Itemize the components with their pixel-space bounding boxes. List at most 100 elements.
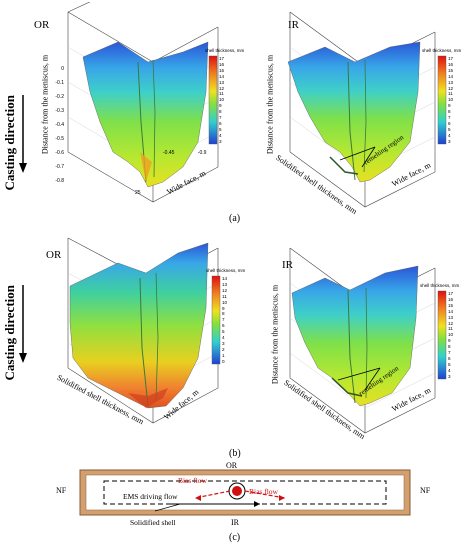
colorbar-ticks-b-ir: 17 16 15 14 13 12 11 10 9 8 7 6 5 4 3 — [448, 291, 453, 380]
colorbar-b-ir — [437, 290, 447, 380]
colorbar-tick: 4 — [448, 367, 451, 373]
colorbar-tick: 11 — [448, 91, 453, 97]
tick-z: -0.4 — [55, 122, 64, 128]
colorbar-tick: 4 — [448, 132, 451, 138]
ticks-z-a-or: 0 -0.1 -0.2 -0.3 -0.4 -0.5 -0.6 -0.7 -0.8 — [50, 62, 64, 188]
tick-z: -0.2 — [55, 94, 64, 100]
colorbar-tick: 15 — [448, 67, 454, 73]
colorbar-tick: 3 — [448, 373, 451, 379]
tick-z: -0.8 — [55, 178, 64, 184]
plot-b-or: OR — [46, 237, 219, 424]
colorbar-tick: 11 — [222, 293, 227, 299]
tick-z: -0.1 — [55, 80, 64, 86]
colorbar-tick: 0 — [222, 358, 225, 364]
colorbar-tick: 4 — [219, 132, 222, 138]
schematic-nf-right: NF — [420, 486, 431, 495]
colorbar-tick: 16 — [219, 61, 225, 67]
colorbar-tick: 5 — [219, 126, 222, 132]
colorbar-tick: 6 — [222, 323, 225, 329]
colorbar-tick: 3 — [222, 340, 225, 346]
colorbar-tick: 8 — [219, 109, 222, 115]
colorbar-tick: 7 — [219, 115, 222, 121]
colorbar-tick: 7 — [448, 115, 451, 121]
colorbar-title-b-or: shell thickness, mm — [206, 268, 246, 273]
axis-z-label-a-ir: Distance from the meniscus, m — [265, 54, 275, 155]
colorbar-tick: 12 — [448, 85, 454, 91]
colorbar-tick: 9 — [448, 338, 451, 344]
casting-arrow-b — [19, 285, 27, 363]
tick-y: -0.9 — [197, 150, 207, 156]
tick-y: -0.45 — [163, 150, 175, 156]
schematic-or: OR — [226, 461, 238, 470]
caption-b: (b) — [229, 448, 241, 459]
colorbar-tick: 13 — [448, 314, 454, 320]
colorbar-tick: 1 — [222, 352, 225, 358]
panel-label-a-ir: IR — [288, 19, 300, 31]
colorbar-tick: 11 — [219, 91, 224, 97]
schematic-ir: IR — [231, 518, 239, 527]
colorbar-a-ir — [437, 55, 447, 145]
shell-surface-b-or — [69, 242, 209, 409]
colorbar-tick: 16 — [448, 296, 454, 302]
colorbar-tick: 13 — [219, 79, 225, 85]
colorbar-tick: 6 — [448, 120, 451, 126]
colorbar-tick: 11 — [448, 326, 453, 332]
colorbar-title-b-ir: shell thickness, mm — [420, 283, 460, 288]
tick-z: -0.3 — [55, 108, 64, 114]
colorbar-tick: 14 — [222, 276, 228, 281]
colorbar-tick: 10 — [219, 97, 225, 103]
colorbar-tick: 13 — [222, 281, 228, 287]
tick-z: -0.7 — [55, 164, 64, 170]
shell-surface-a-ir — [287, 41, 421, 183]
colorbar-tick: 9 — [222, 305, 225, 311]
colorbar-tick: 5 — [448, 126, 451, 132]
colorbar-a-or — [208, 55, 218, 145]
tick-x: 25 — [135, 190, 141, 196]
ticks-y-a-or: -0.45 -0.9 — [163, 150, 223, 156]
colorbar-tick: 15 — [448, 302, 454, 308]
colorbar-tick: 5 — [448, 361, 451, 367]
colorbar-tick: 2 — [222, 346, 225, 352]
colorbar-tick: 17 — [448, 291, 454, 296]
shell-surface-a-or — [82, 41, 209, 188]
colorbar-ticks-a-or: 17 16 15 14 13 12 11 10 9 8 7 6 5 4 3 — [219, 56, 224, 145]
colorbar-tick: 17 — [448, 56, 454, 61]
colorbar-tick: 12 — [222, 287, 228, 293]
casting-direction-label-a: Casting direction — [2, 95, 17, 191]
colorbar-tick: 12 — [448, 320, 454, 326]
colorbar-tick: 8 — [448, 344, 451, 350]
axis-z-label-b-ir: Distance from the meniscus, m — [270, 284, 280, 385]
panel-label-a-or: OR — [34, 19, 50, 31]
colorbar-tick: 6 — [219, 120, 222, 126]
tick-z: -0.6 — [55, 150, 64, 156]
schematic-bias-right: Bias flow — [249, 487, 278, 496]
panel-label-b-ir: IR — [282, 259, 294, 271]
colorbar-tick: 14 — [219, 73, 225, 79]
colorbar-tick: 14 — [448, 308, 454, 314]
plot-b-ir: IR remelting region — [282, 247, 436, 434]
colorbar-tick: 6 — [448, 355, 451, 361]
colorbar-tick: 9 — [219, 103, 222, 109]
caption-c: (c) — [229, 532, 241, 543]
casting-arrow-a — [19, 95, 27, 173]
ticks-x-a-or: 25 — [135, 190, 141, 196]
schematic-bias-left: Bias flow — [178, 476, 207, 485]
colorbar-tick: 17 — [219, 56, 225, 61]
schematic-c — [79, 469, 411, 516]
colorbar-tick: 10 — [448, 97, 454, 103]
colorbar-tick: 7 — [448, 350, 451, 356]
colorbar-tick: 3 — [219, 138, 222, 144]
colorbar-ticks-a-ir: 17 16 15 14 13 12 11 10 9 8 7 6 5 4 3 — [448, 56, 453, 145]
colorbar-tick: 10 — [448, 332, 454, 338]
colorbar-ticks-b-or: 14 13 12 11 10 9 8 7 6 5 4 3 2 1 0 — [222, 276, 227, 365]
tick-z: 0 — [61, 66, 64, 72]
colorbar-tick: 15 — [219, 67, 225, 73]
colorbar-tick: 3 — [448, 138, 451, 144]
colorbar-tick: 7 — [222, 317, 225, 323]
colorbar-tick: 4 — [222, 335, 225, 341]
shell-surface-b-ir — [291, 265, 419, 407]
colorbar-tick: 5 — [222, 329, 225, 335]
schematic-nf-left: NF — [56, 486, 67, 495]
casting-direction-label-b: Casting direction — [2, 285, 17, 381]
schematic-ems-label: EMS driving flow — [123, 492, 178, 501]
